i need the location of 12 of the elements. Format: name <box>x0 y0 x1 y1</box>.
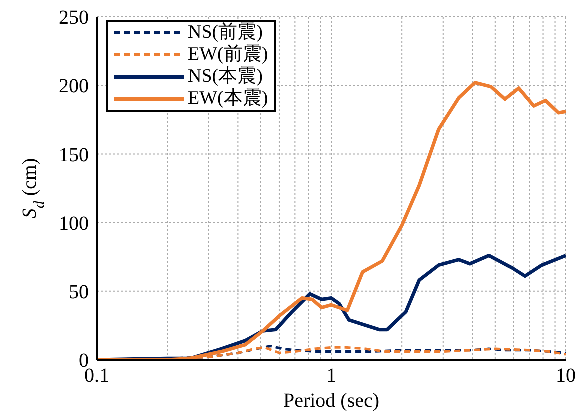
legend-label: NS(本震) <box>188 66 263 88</box>
y-tick-label: 200 <box>59 76 89 98</box>
x-tick-label: 10 <box>556 365 576 388</box>
x-axis-title: Period (sec) <box>283 390 380 412</box>
x-tick-label: 1 <box>326 365 336 388</box>
y-tick-label: 150 <box>59 144 89 166</box>
y-tick-label: 250 <box>59 7 89 30</box>
legend-label: EW(本震) <box>188 88 268 110</box>
legend-label: NS(前震) <box>188 22 263 44</box>
legend-label: EW(前震) <box>188 44 268 66</box>
y-tick-label: 50 <box>69 282 89 304</box>
y-tick-label: 100 <box>59 212 89 235</box>
